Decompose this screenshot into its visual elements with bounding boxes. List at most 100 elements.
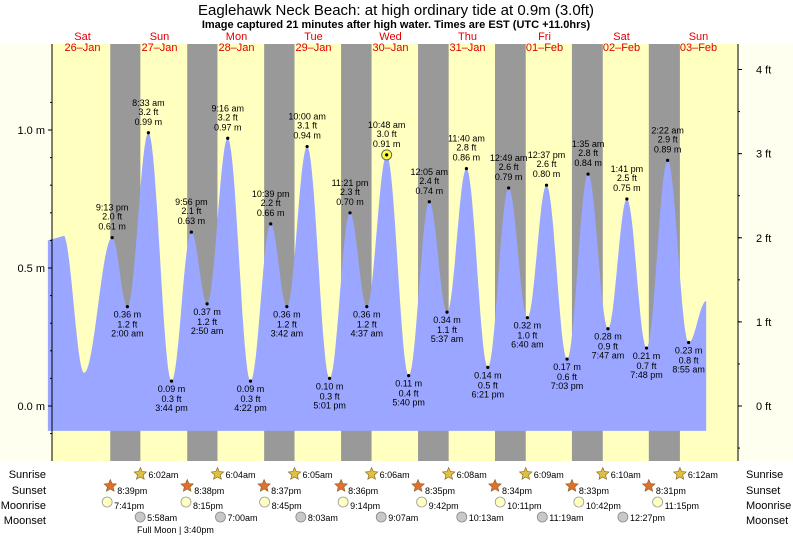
day-name-label: Tue bbox=[304, 31, 323, 43]
tide-area bbox=[47, 132, 707, 431]
tide-ft-label: 0.8 ft bbox=[679, 356, 700, 366]
sunrise-row-label: Sunrise bbox=[9, 469, 46, 481]
tide-time-label: 12:37 pm bbox=[528, 150, 566, 160]
tide-point bbox=[445, 310, 449, 314]
moonrise-time: 11:15pm bbox=[665, 501, 699, 511]
right-tick-label: 2 ft bbox=[756, 233, 771, 245]
tide-time-label: 1:35 am bbox=[572, 139, 605, 149]
tide-ft-label: 3.2 ft bbox=[218, 112, 239, 122]
tide-ft-label: 0.3 ft bbox=[162, 394, 183, 404]
tide-ft-label: 2.4 ft bbox=[419, 176, 440, 186]
sunrise-icon bbox=[672, 466, 687, 480]
moonrise-time: 9:14pm bbox=[350, 501, 380, 511]
moonrise-icon bbox=[573, 496, 585, 508]
tide-point bbox=[348, 211, 352, 215]
moonset-icon bbox=[134, 511, 146, 523]
sunrise-time: 6:04am bbox=[225, 470, 255, 480]
tide-time-label: 10:48 am bbox=[368, 120, 406, 130]
day-name-label: Sun bbox=[689, 31, 709, 43]
tide-ft-label: 3.0 ft bbox=[377, 129, 398, 139]
tide-ft-label: 1.2 ft bbox=[357, 320, 378, 330]
tide-m-label: 0.10 m bbox=[316, 381, 344, 391]
tide-ft-label: 1.2 ft bbox=[117, 320, 138, 330]
tide-ft-label: 2.9 ft bbox=[658, 134, 679, 144]
tide-ft-label: 1.2 ft bbox=[277, 320, 298, 330]
day-name-label: Mon bbox=[226, 31, 247, 43]
tide-ft-label: 2.2 ft bbox=[261, 198, 282, 208]
sun-moon-rows: Sunrise Sunrise Sunset Sunset Moonrise Moonri… bbox=[1, 466, 791, 535]
tide-ft-label: 1.1 ft bbox=[437, 325, 458, 335]
moonset-icon bbox=[295, 511, 307, 523]
moonset-icon bbox=[215, 511, 226, 523]
tide-point bbox=[427, 200, 431, 204]
tide-time-label: 2:00 am bbox=[111, 329, 144, 339]
tide-m-label: 0.36 m bbox=[114, 310, 142, 320]
tide-point bbox=[125, 305, 129, 309]
tide-m-label: 0.36 m bbox=[273, 310, 301, 320]
tide-time-label: 5:01 pm bbox=[313, 400, 346, 410]
tide-m-label: 0.63 m bbox=[178, 216, 206, 226]
tide-ft-label: 0.5 ft bbox=[478, 380, 499, 390]
tide-extreme-marks: 9:13 pm2.0 ft0.61 m0.36 m1.2 ft2:00 am8:… bbox=[96, 98, 705, 413]
tide-ft-label: 2.8 ft bbox=[456, 143, 477, 153]
tide-time-label: 7:03 pm bbox=[551, 381, 584, 391]
tide-time-label: 1:41 pm bbox=[611, 164, 644, 174]
day-date-label: 31–Jan bbox=[449, 42, 485, 54]
moonrise-time: 8:15pm bbox=[193, 501, 223, 511]
tide-time-label: 3:44 pm bbox=[155, 403, 188, 413]
tide-ft-label: 0.3 ft bbox=[320, 391, 341, 401]
tide-point bbox=[644, 346, 649, 350]
tide-m-label: 0.23 m bbox=[675, 346, 703, 356]
moonset-time: 9:07am bbox=[388, 513, 418, 523]
day-name-label: Fri bbox=[538, 31, 551, 43]
day-date-label: 26–Jan bbox=[64, 42, 100, 54]
tide-point bbox=[486, 365, 490, 369]
day-name-label: Thu bbox=[458, 31, 477, 43]
moonrise-row-label: Moonrise bbox=[1, 500, 46, 512]
day-date-label: 01–Feb bbox=[526, 42, 563, 54]
sunset-icon bbox=[180, 478, 195, 492]
tide-point bbox=[248, 379, 253, 383]
tide-m-label: 0.91 m bbox=[373, 139, 401, 149]
tide-time-label: 5:37 am bbox=[431, 334, 464, 344]
tide-m-label: 0.37 m bbox=[193, 307, 221, 317]
moonset-time: 5:58am bbox=[147, 513, 177, 523]
sunrise-icon bbox=[133, 466, 148, 480]
tide-m-label: 0.34 m bbox=[433, 315, 461, 325]
tide-time-label: 10:39 pm bbox=[252, 189, 290, 199]
tide-time-label: 8:55 am bbox=[672, 365, 705, 375]
tide-ft-label: 0.9 ft bbox=[598, 342, 619, 352]
tide-curve bbox=[47, 132, 707, 431]
sunset-icon bbox=[103, 478, 118, 492]
tide-point bbox=[205, 302, 209, 306]
chart-title: Eaglehawk Neck Beach: at high ordinary t… bbox=[198, 2, 594, 19]
tide-point bbox=[269, 222, 273, 226]
sunset-row-label: Sunset bbox=[12, 485, 46, 497]
tide-time-label: 9:56 pm bbox=[175, 197, 208, 207]
tide-point bbox=[586, 172, 590, 176]
day-date-label: 27–Jan bbox=[141, 42, 177, 54]
tide-m-label: 0.79 m bbox=[495, 172, 523, 182]
sunset-time: 8:39pm bbox=[117, 486, 147, 496]
tide-point bbox=[146, 131, 151, 135]
tide-time-label: 2:22 am bbox=[651, 125, 684, 135]
moonset-row-label: Moonset bbox=[4, 515, 46, 527]
sunrise-icon bbox=[364, 466, 379, 480]
sunset-icon bbox=[257, 478, 272, 492]
sunset-time: 8:36pm bbox=[348, 486, 378, 496]
day-name-label: Sat bbox=[74, 31, 91, 43]
right-tick-label: 3 ft bbox=[756, 149, 771, 161]
tide-point bbox=[565, 357, 569, 361]
moonrise-time: 10:11pm bbox=[507, 501, 541, 511]
tide-time-label: 4:37 am bbox=[351, 329, 384, 339]
moonset-icon bbox=[375, 511, 387, 523]
tide-ft-label: 2.1 ft bbox=[181, 206, 202, 216]
day-name-label: Sat bbox=[613, 31, 630, 43]
right-axis-band bbox=[738, 44, 793, 461]
tide-m-label: 0.61 m bbox=[98, 222, 126, 232]
moonrise-icon bbox=[337, 496, 349, 508]
tide-m-label: 0.09 m bbox=[158, 384, 186, 394]
tide-point bbox=[407, 374, 411, 378]
sunrise-icon bbox=[518, 466, 533, 480]
